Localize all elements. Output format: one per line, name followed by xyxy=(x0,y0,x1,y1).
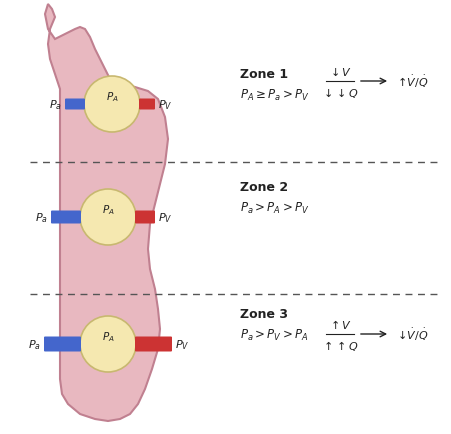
Text: $P_a$: $P_a$ xyxy=(28,337,41,351)
Text: $P_V$: $P_V$ xyxy=(158,210,172,224)
Text: $\downarrow V$: $\downarrow V$ xyxy=(327,66,351,78)
Text: $P_V$: $P_V$ xyxy=(158,98,172,112)
Text: $\uparrow V$: $\uparrow V$ xyxy=(327,318,351,331)
Text: Zone 2: Zone 2 xyxy=(239,181,287,194)
Text: Zone 1: Zone 1 xyxy=(239,68,287,81)
Text: $P_a$: $P_a$ xyxy=(35,210,48,224)
Text: Zone 3: Zone 3 xyxy=(239,308,287,321)
Text: $P_A$: $P_A$ xyxy=(101,329,114,343)
Text: $P_A$: $P_A$ xyxy=(101,203,114,217)
Text: $\uparrow\uparrow Q$: $\uparrow\uparrow Q$ xyxy=(321,338,358,352)
Text: $P_a > P_A > P_V$: $P_a > P_A > P_V$ xyxy=(239,200,309,215)
FancyBboxPatch shape xyxy=(44,337,81,352)
FancyBboxPatch shape xyxy=(135,211,155,224)
Text: $\downarrow\downarrow Q$: $\downarrow\downarrow Q$ xyxy=(321,86,358,100)
Text: $\downarrow\!\dot{V}/\dot{Q}$: $\downarrow\!\dot{V}/\dot{Q}$ xyxy=(394,326,428,342)
Text: $P_A$: $P_A$ xyxy=(106,90,118,104)
Text: $P_a > P_V > P_A$: $P_a > P_V > P_A$ xyxy=(239,327,308,342)
FancyBboxPatch shape xyxy=(139,99,155,110)
FancyBboxPatch shape xyxy=(65,99,85,110)
FancyBboxPatch shape xyxy=(51,211,81,224)
Circle shape xyxy=(84,77,140,133)
Text: $P_V$: $P_V$ xyxy=(175,337,189,351)
Polygon shape xyxy=(45,5,168,421)
Circle shape xyxy=(80,316,136,372)
Text: $\uparrow\!\dot{V}/\dot{Q}$: $\uparrow\!\dot{V}/\dot{Q}$ xyxy=(394,74,428,90)
FancyBboxPatch shape xyxy=(135,337,172,352)
Circle shape xyxy=(80,190,136,246)
Text: $P_A \geq P_a > P_V$: $P_A \geq P_a > P_V$ xyxy=(239,87,309,102)
Text: $P_a$: $P_a$ xyxy=(49,98,62,112)
